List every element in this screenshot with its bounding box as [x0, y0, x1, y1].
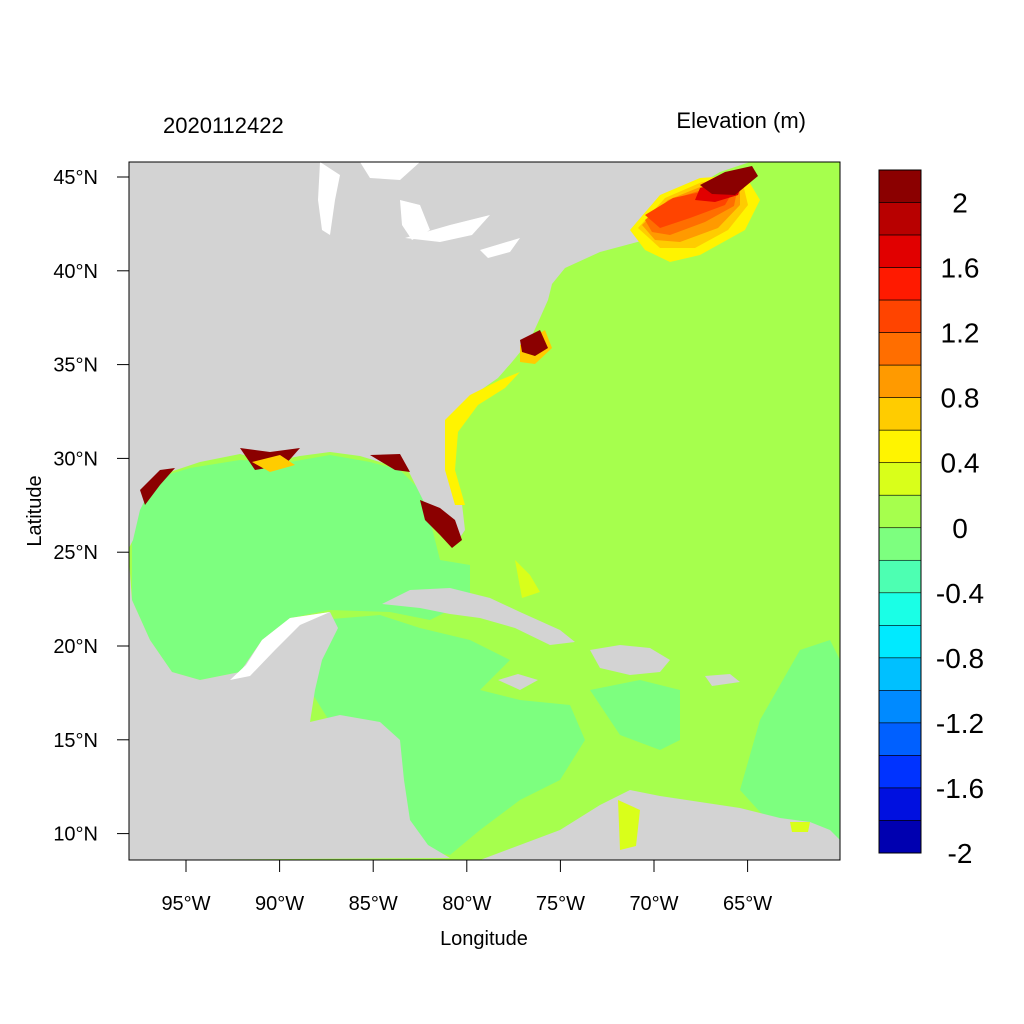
colorbar-swatch [878, 755, 922, 789]
colorbar-swatch [878, 690, 922, 724]
x-tick-label: 80°W [442, 893, 491, 915]
puerto-rico-land [705, 674, 740, 686]
colorbar-swatch [878, 429, 922, 464]
colorbar-label: 0.8 [941, 383, 980, 414]
x-tick-label: 90°W [255, 893, 304, 915]
map-panel [129, 162, 840, 860]
colorbar-swatch [878, 202, 922, 236]
y-tick-label: 10°N [53, 824, 98, 846]
colorbar-label: -0.4 [936, 578, 984, 609]
x-tick-label: 85°W [349, 893, 398, 915]
colorbar-swatch [878, 364, 922, 398]
colorbar-swatch [878, 820, 922, 854]
mexico-central-america-land [129, 560, 450, 860]
colorbar-swatch [878, 592, 922, 626]
colorbar-label: 1.6 [941, 253, 980, 284]
y-axis-label: Latitude [24, 475, 46, 546]
colorbar-frame [878, 169, 922, 854]
y-tick-label: 20°N [53, 636, 98, 658]
hispaniola-land [590, 645, 670, 675]
y-tick-label: 25°N [53, 542, 98, 564]
colorbar-swatch [878, 722, 922, 756]
x-tick-label: 75°W [536, 893, 585, 915]
y-tick-label: 15°N [53, 730, 98, 752]
colorbar-swatch [878, 657, 922, 691]
colorbar-swatch [878, 787, 922, 821]
colorbar-label: 1.2 [941, 318, 980, 349]
colorbar-swatch [878, 234, 922, 268]
colorbar-label: 0 [952, 513, 968, 544]
colorbar-swatch [878, 462, 922, 496]
colorbar-swatch [878, 625, 922, 659]
colorbar-swatch [878, 267, 922, 301]
x-axis-label: Longitude [440, 928, 528, 950]
colorbar-swatch [878, 169, 922, 203]
map-frame [128, 161, 841, 861]
colorbar-label: -1.6 [936, 773, 984, 804]
x-tick-label: 70°W [629, 893, 678, 915]
gulf-of-mexico [132, 455, 470, 680]
southeast-coast-surge [140, 330, 552, 548]
colorbar-label: 2 [952, 188, 968, 219]
y-axis: 45°N 40°N 35°N 30°N 25°N 20°N 15°N 10°N [53, 167, 129, 846]
y-tick-label: 30°N [53, 448, 98, 470]
colorbar-swatch [878, 494, 922, 529]
caribbean-sea-west [310, 615, 585, 855]
colorbar: 2 1.6 1.2 0.8 0.4 0 -0.4 -0.8 -1.2 -1.6 -2 [878, 169, 984, 869]
x-tick-label: 65°W [723, 893, 772, 915]
y-tick-label: 40°N [53, 261, 98, 283]
colorbar-swatch [878, 559, 922, 594]
colorbar-swatch [878, 397, 922, 431]
great-lakes [318, 162, 520, 258]
y-tick-label: 35°N [53, 355, 98, 377]
caribbean-patch [590, 680, 680, 750]
colorbar-label: -0.8 [936, 643, 984, 674]
northeast-surge [630, 166, 760, 262]
x-tick-label: 95°W [161, 893, 210, 915]
x-axis: 95°W 90°W 85°W 80°W 75°W 70°W 65°W [161, 860, 772, 915]
colorbar-label: 0.4 [941, 448, 980, 479]
colorbar-swatch [878, 332, 922, 366]
yucatan-coast [230, 612, 330, 680]
jamaica-land [498, 674, 538, 690]
south-america-land [480, 790, 840, 860]
y-tick-label: 45°N [53, 167, 98, 189]
colorbar-swatch [878, 527, 922, 561]
cuba-land [382, 588, 575, 645]
colorbar-label: -2 [948, 838, 973, 869]
bahamas-surge [515, 560, 810, 850]
colorbar-label: -1.2 [936, 708, 984, 739]
left-title: 2020112422 [163, 113, 284, 138]
right-title: Elevation (m) [676, 108, 806, 133]
caribbean-sea-east [740, 640, 840, 860]
colorbar-swatch [878, 299, 922, 333]
